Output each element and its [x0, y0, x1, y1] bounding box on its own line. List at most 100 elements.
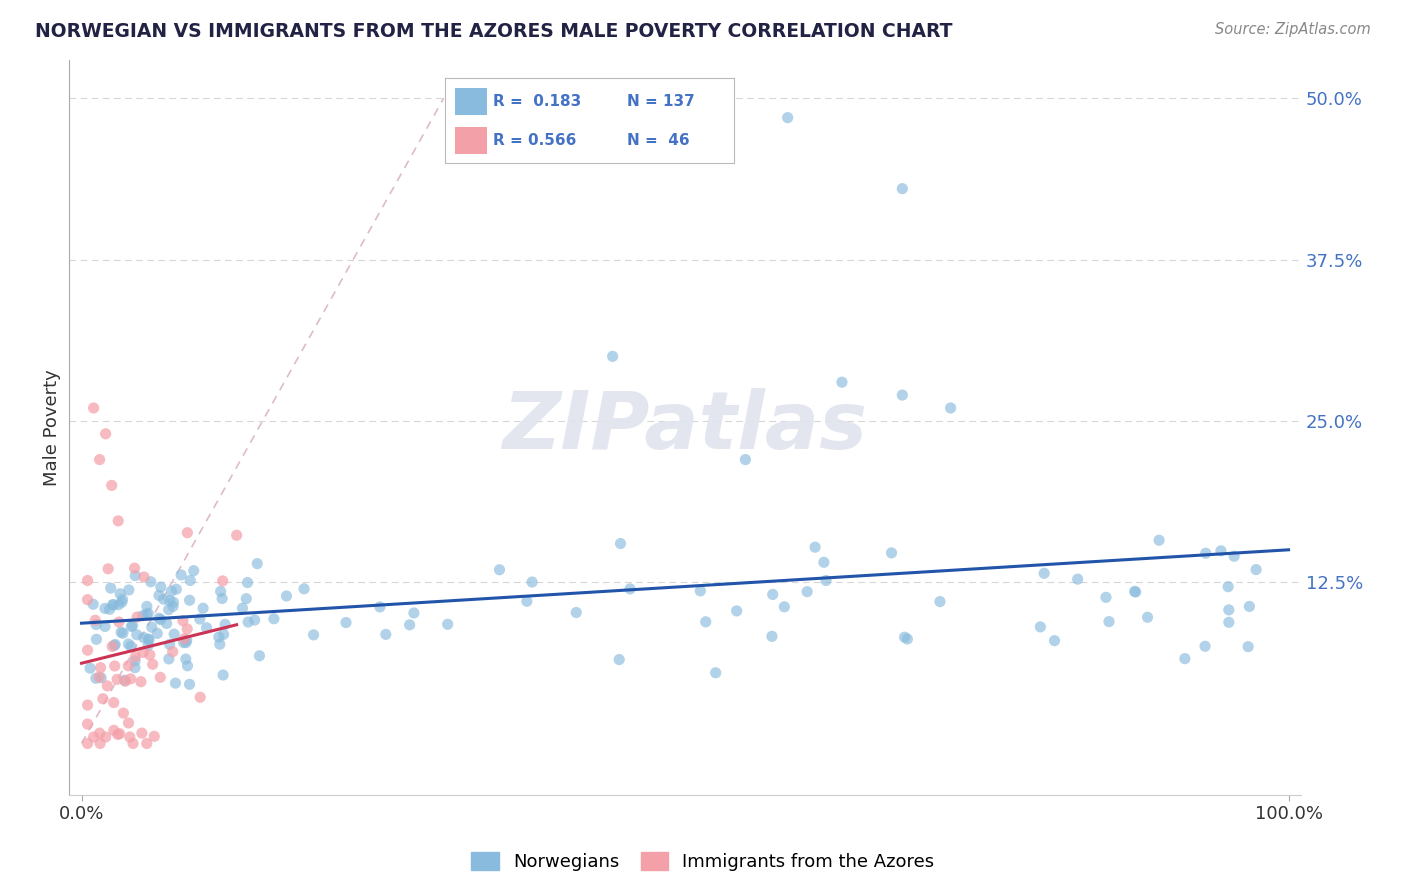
Point [1237, 640, 1260, 654]
Point [211, 591, 233, 606]
Point [120, 640, 142, 654]
Point [83, 730, 105, 744]
Point [183, 564, 205, 578]
Point [263, 612, 285, 626]
Point [104, 638, 127, 652]
Point [236, 615, 259, 629]
Point [191, 601, 214, 615]
Point [107, 727, 129, 741]
Point [1223, 549, 1246, 564]
Point [173, 635, 195, 649]
Point [122, 736, 145, 750]
Point [96, 679, 118, 693]
Point [1218, 615, 1240, 630]
Point [76, 736, 98, 750]
Point [110, 625, 132, 640]
Point [1043, 633, 1066, 648]
Point [689, 583, 711, 598]
Point [121, 618, 143, 632]
Point [1136, 610, 1159, 624]
Point [159, 593, 181, 607]
Point [176, 525, 198, 540]
Point [208, 630, 231, 644]
Point [82, 597, 104, 611]
Point [136, 632, 159, 646]
Point [124, 661, 146, 675]
Point [762, 587, 785, 601]
Point [209, 584, 232, 599]
Point [132, 570, 155, 584]
Point [1174, 651, 1197, 665]
Point [162, 599, 184, 614]
Point [619, 582, 641, 596]
Point [1239, 599, 1261, 614]
Point [292, 582, 315, 596]
Point [1209, 544, 1232, 558]
Point [162, 595, 184, 609]
Point [157, 652, 180, 666]
Point [436, 617, 458, 632]
Point [1066, 572, 1088, 586]
Point [704, 665, 727, 680]
Point [98, 602, 121, 616]
Point [302, 628, 325, 642]
Point [104, 659, 127, 673]
Point [179, 593, 201, 607]
Point [225, 528, 247, 542]
Point [103, 723, 125, 738]
Point [165, 582, 187, 597]
Point [141, 620, 163, 634]
Point [607, 652, 630, 666]
Point [108, 727, 131, 741]
Point [891, 388, 914, 402]
Point [1195, 546, 1218, 560]
Point [94, 426, 117, 441]
Point [131, 608, 153, 623]
Point [1095, 591, 1118, 605]
Point [188, 612, 211, 626]
Point [76, 717, 98, 731]
Point [172, 614, 194, 628]
Point [893, 630, 915, 644]
Point [136, 638, 159, 652]
Point [896, 632, 918, 646]
Point [118, 730, 141, 744]
Point [107, 598, 129, 612]
Point [103, 598, 125, 612]
Point [135, 607, 157, 622]
Point [83, 401, 105, 415]
Point [176, 632, 198, 647]
Point [120, 672, 142, 686]
Point [84, 671, 107, 685]
Point [146, 626, 169, 640]
Point [179, 677, 201, 691]
Point [136, 607, 159, 621]
Point [139, 574, 162, 589]
Point [86, 632, 108, 647]
Point [131, 726, 153, 740]
Point [208, 637, 231, 651]
Point [108, 587, 131, 601]
Point [162, 645, 184, 659]
Point [97, 562, 120, 576]
Point [516, 594, 538, 608]
Point [149, 613, 172, 627]
Point [695, 615, 717, 629]
Point [776, 111, 799, 125]
Point [174, 652, 197, 666]
Point [124, 561, 146, 575]
Point [149, 670, 172, 684]
Point [246, 557, 269, 571]
Text: ZIPatlas: ZIPatlas [502, 388, 868, 467]
Point [89, 726, 111, 740]
Point [89, 452, 111, 467]
Point [211, 574, 233, 588]
Point [163, 627, 186, 641]
Point [1033, 566, 1056, 581]
Point [891, 181, 914, 195]
Point [195, 621, 218, 635]
Point [135, 599, 157, 614]
Point [929, 594, 952, 608]
Point [236, 575, 259, 590]
Point [813, 555, 835, 569]
